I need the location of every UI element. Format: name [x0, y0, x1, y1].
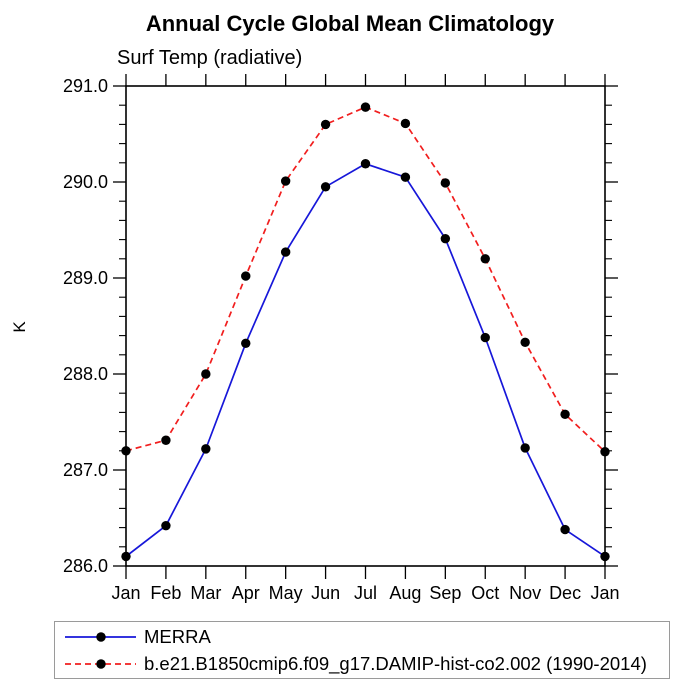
data-point-marker — [480, 254, 490, 264]
data-point-marker — [520, 443, 530, 453]
data-point-marker — [241, 338, 251, 348]
x-tick-label: Oct — [471, 583, 499, 603]
data-point-marker — [520, 337, 530, 348]
x-tick-label: Jul — [354, 583, 377, 603]
legend-label-merra: MERRA — [144, 625, 211, 647]
data-point-marker — [320, 119, 331, 130]
series-line-merra — [125, 162, 606, 558]
data-point-marker — [161, 520, 171, 531]
legend-label-model: b.e21.B1850cmip6.f09_g17.DAMIP-hist-co2.… — [144, 652, 647, 674]
data-point-marker — [600, 551, 610, 562]
y-tick-label: 291.0 — [63, 76, 108, 96]
data-point-marker — [280, 247, 291, 257]
x-tick-label: Feb — [150, 583, 181, 603]
x-tick-label: Nov — [509, 583, 541, 603]
data-point-marker — [480, 332, 490, 343]
data-point-marker — [440, 178, 451, 188]
x-tick-label: Aug — [389, 583, 421, 603]
data-point-marker — [201, 369, 211, 379]
data-point-marker — [280, 176, 291, 186]
x-tick-label: Sep — [429, 583, 461, 603]
chart-title: Annual Cycle Global Mean Climatology — [145, 11, 555, 36]
legend-item-model: b.e21.B1850cmip6.f09_g17.DAMIP-hist-co2.… — [55, 650, 669, 677]
data-point-marker — [440, 233, 451, 244]
x-tick-label: Dec — [549, 583, 581, 603]
x-tick-label: Apr — [232, 583, 260, 603]
data-point-marker — [121, 446, 131, 456]
data-point-marker — [400, 118, 411, 129]
x-tick-label: Jan — [590, 583, 619, 603]
data-point-marker — [161, 435, 171, 445]
merra-line-swatch — [65, 631, 136, 642]
y-tick-label: 287.0 — [63, 460, 108, 480]
y-tick-label: 286.0 — [63, 556, 108, 576]
data-point-marker — [360, 159, 371, 169]
data-point-marker — [360, 102, 371, 112]
legend: MERRA b.e21.B1850cmip6.f09_g17.DAMIP-his… — [54, 621, 670, 679]
series-line-model — [125, 106, 606, 453]
chart-subtitle: Surf Temp (radiative) — [117, 47, 303, 69]
model-line-swatch — [65, 658, 136, 669]
y-tick-label: 289.0 — [63, 268, 108, 288]
annual-cycle-line-chart: 286.0 287.0 288.0 289.0 290.0 291.0 Jan Feb Mar A… — [63, 74, 620, 603]
plot-frame — [125, 85, 606, 567]
data-point-marker — [600, 447, 610, 457]
x-tick-label: Jun — [311, 583, 340, 603]
x-tick-label: Jan — [111, 583, 140, 603]
data-point-marker — [201, 444, 211, 454]
data-point-marker — [241, 271, 251, 281]
legend-item-merra: MERRA — [55, 623, 669, 650]
y-tick-label: 290.0 — [63, 172, 108, 192]
data-point-marker — [560, 409, 570, 420]
data-point-marker — [320, 182, 331, 192]
data-point-marker — [400, 172, 411, 182]
x-tick-label: May — [269, 583, 303, 603]
data-point-marker — [560, 524, 570, 535]
data-point-marker — [121, 551, 131, 562]
x-tick-label: Mar — [190, 583, 221, 603]
y-tick-label: 288.0 — [63, 364, 108, 384]
